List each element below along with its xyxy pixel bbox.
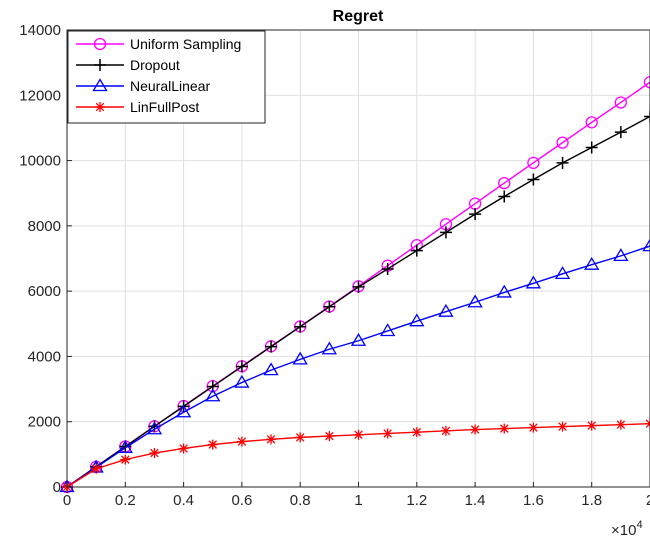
- data-point-neurallinear: [175, 404, 192, 418]
- x-axis-multiplier-exponent: 4: [636, 519, 642, 531]
- data-point-linfullpost: [236, 436, 247, 447]
- legend-label-uniform-sampling: Uniform Sampling: [130, 36, 241, 52]
- legend-label-dropout: Dropout: [130, 57, 180, 73]
- data-point-neurallinear: [117, 440, 133, 453]
- data-point-linfullpost: [149, 448, 160, 459]
- legend-entry-neurallinear: NeuralLinear: [76, 78, 210, 94]
- data-point-neurallinear: [584, 256, 600, 270]
- legend-marker-linfullpost: [95, 102, 105, 112]
- y-tick-label: 12000: [19, 87, 61, 104]
- data-point-dropout: [469, 208, 482, 221]
- data-point-linfullpost: [615, 419, 626, 430]
- data-point-dropout: [410, 244, 423, 257]
- legend-marker-uniform-sampling: [93, 37, 107, 51]
- y-tick-label: 10000: [19, 153, 61, 170]
- legend-marker-neurallinear: [92, 78, 108, 92]
- data-point-neurallinear: [467, 294, 483, 308]
- data-point-uniform-sampling: [643, 76, 650, 89]
- data-point-neurallinear: [525, 275, 542, 289]
- x-axis-multiplier-base: ×10: [611, 522, 636, 539]
- data-point-uniform-sampling: [498, 176, 511, 190]
- data-point-dropout: [381, 262, 394, 275]
- data-point-neurallinear: [613, 248, 629, 262]
- data-point-neurallinear: [438, 303, 454, 317]
- x-tick-label: 2: [646, 492, 650, 509]
- data-point-neurallinear: [234, 374, 250, 388]
- legend-entry-uniform-sampling: Uniform Sampling: [76, 36, 241, 52]
- data-point-linfullpost: [557, 421, 568, 432]
- data-point-dropout: [323, 300, 336, 313]
- data-point-linfullpost: [207, 439, 218, 450]
- y-tick-label: 14000: [19, 22, 61, 39]
- y-tick-label: 4000: [28, 348, 61, 365]
- legend-entry-dropout: Dropout: [76, 57, 180, 73]
- data-point-linfullpost: [499, 423, 510, 434]
- data-point-uniform-sampling: [556, 136, 569, 149]
- x-tick-label: 1.6: [523, 492, 544, 509]
- series-linfullpost: [62, 418, 650, 492]
- data-point-linfullpost: [470, 424, 481, 435]
- data-point-neurallinear: [409, 313, 425, 327]
- data-point-linfullpost: [120, 454, 131, 465]
- data-point-dropout: [439, 226, 452, 239]
- x-tick-label: 1.2: [406, 492, 427, 509]
- data-point-neurallinear: [263, 362, 279, 376]
- data-point-uniform-sampling: [527, 156, 540, 170]
- x-axis-multiplier: ×104: [611, 519, 643, 539]
- data-point-neurallinear: [146, 421, 163, 435]
- y-tick-label: 2000: [28, 414, 61, 431]
- data-point-dropout: [352, 280, 365, 293]
- data-point-linfullpost: [91, 463, 102, 474]
- data-point-linfullpost: [411, 427, 422, 438]
- data-point-linfullpost: [353, 429, 364, 440]
- chart-legend: Uniform Sampling Dropout NeuralLinear LinFu…: [67, 30, 266, 124]
- data-point-linfullpost: [266, 434, 277, 445]
- x-tick-label: 0.6: [231, 492, 252, 509]
- x-tick-label: 1: [354, 492, 362, 509]
- data-point-linfullpost: [528, 422, 539, 433]
- y-tick-label: 0: [53, 479, 61, 496]
- y-tick-label: 6000: [28, 283, 61, 300]
- x-tick-label: 0: [63, 492, 71, 509]
- data-point-linfullpost: [382, 428, 393, 439]
- data-point-dropout: [498, 190, 511, 203]
- x-tick-label: 1.8: [581, 492, 602, 509]
- data-point-dropout: [585, 141, 598, 154]
- data-point-dropout: [614, 126, 627, 139]
- data-point-neurallinear: [496, 284, 512, 298]
- data-point-dropout: [235, 360, 248, 373]
- data-point-linfullpost: [178, 443, 189, 454]
- legend-marker-dropout: [94, 59, 106, 71]
- chart-title: Regret: [333, 8, 384, 25]
- data-point-dropout: [644, 110, 650, 123]
- data-point-uniform-sampling: [614, 96, 627, 109]
- data-point-neurallinear: [554, 266, 571, 279]
- data-point-dropout: [294, 320, 307, 333]
- data-point-dropout: [556, 156, 569, 169]
- data-point-linfullpost: [295, 432, 306, 443]
- data-point-neurallinear: [321, 341, 337, 355]
- data-point-neurallinear: [205, 388, 221, 402]
- data-point-linfullpost: [324, 431, 335, 442]
- x-tick-label: 0.2: [115, 492, 136, 509]
- data-point-neurallinear: [350, 332, 367, 346]
- axis-ticks: 0 0.2 0.4 0.6 0.8 1 1.2 1.4 1.6 1.8 2 0 2000 4000 6000…: [19, 22, 650, 509]
- legend-entry-linfullpost: LinFullPost: [76, 99, 199, 115]
- x-tick-label: 0.8: [290, 492, 311, 509]
- x-tick-label: 1.4: [465, 492, 486, 509]
- data-point-neurallinear: [380, 323, 396, 337]
- legend-label-neurallinear: NeuralLinear: [130, 78, 210, 94]
- x-tick-label: 0.4: [173, 492, 194, 509]
- y-tick-label: 8000: [28, 218, 61, 235]
- data-point-neurallinear: [642, 238, 650, 252]
- series-line-neurallinear: [66, 245, 650, 488]
- data-point-uniform-sampling: [585, 116, 598, 129]
- data-point-linfullpost: [440, 425, 451, 436]
- data-point-neurallinear: [292, 351, 308, 365]
- legend-label-linfullpost: LinFullPost: [130, 99, 199, 115]
- data-point-dropout: [527, 173, 540, 186]
- data-point-linfullpost: [586, 420, 597, 431]
- data-point-dropout: [265, 340, 278, 353]
